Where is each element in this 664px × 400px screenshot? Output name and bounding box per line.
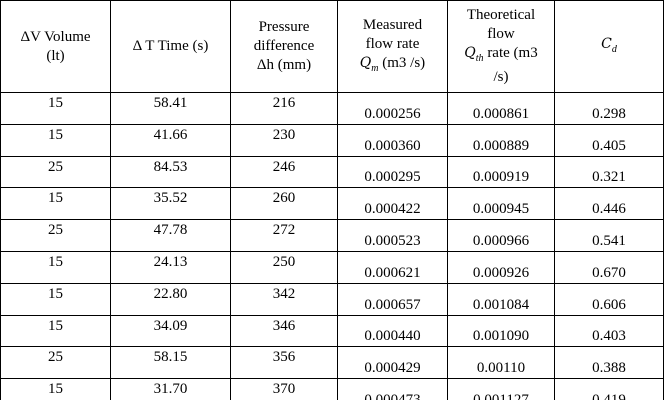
table-cell: 0.000523 (337, 219, 448, 252)
table-cell: 0.419 (554, 378, 664, 400)
table-row: 15 35.52 260 0.000422 0.000945 0.446 (0, 187, 664, 221)
table-cell: 0.606 (554, 282, 664, 316)
header-row: ΔV Volume (lt) Δ T Time (s) Pressure dif… (0, 0, 664, 93)
table-cell: 58.15 (110, 346, 231, 380)
table-cell: 34.09 (110, 314, 231, 348)
header-text: Δ T Time (s) (132, 38, 209, 54)
table-row: 15 41.66 230 0.000360 0.000889 0.405 (0, 123, 664, 157)
header-cell: ΔV Volume (lt) (0, 0, 111, 93)
table-cell: 0.446 (554, 187, 664, 221)
math-subscript: th (475, 53, 484, 64)
table-cell: 0.000919 (447, 155, 555, 189)
table-cell: 41.66 (110, 123, 231, 157)
table-row: 25 47.78 272 0.000523 0.000966 0.541 (0, 219, 664, 252)
table-cell: 0.298 (554, 92, 664, 125)
table-cell: 0.388 (554, 346, 664, 380)
table-row: 15 22.80 342 0.000657 0.001084 0.606 (0, 282, 664, 316)
header-text: flow rate (365, 35, 420, 52)
table-cell: 24.13 (110, 250, 231, 284)
table-cell: 260 (230, 187, 338, 221)
table-cell: 0.321 (554, 155, 664, 189)
header-text: /s) (493, 69, 509, 85)
header-cell: Δ T Time (s) (110, 0, 231, 93)
math-symbol: Q (359, 54, 372, 71)
header-cell: Cd (554, 0, 664, 93)
table-cell: 230 (230, 123, 338, 157)
table-cell: 0.001127 (447, 378, 555, 400)
table-row: 25 84.53 246 0.000295 0.000919 0.321 (0, 155, 664, 189)
table-body: 15 58.41 216 0.000256 0.000861 0.298 15 41.66 23… (0, 92, 664, 400)
table-cell: 22.80 (110, 282, 231, 316)
header-text: Pressure (258, 19, 310, 35)
table-cell: 47.78 (110, 219, 231, 252)
table-cell: 250 (230, 250, 338, 284)
math-subscript: d (611, 43, 617, 55)
header-text: Measured (362, 16, 423, 33)
math-subscript: m (371, 62, 379, 74)
table-cell: 0.000256 (337, 92, 448, 125)
table-cell: 58.41 (110, 92, 231, 125)
table-cell: 0.000422 (337, 187, 448, 221)
header-text: Theoretical (466, 7, 536, 23)
table-cell: 25 (0, 346, 111, 380)
math-symbol: C (601, 35, 612, 52)
table-cell: 272 (230, 219, 338, 252)
table-cell: 15 (0, 378, 111, 400)
table-cell: 0.000966 (447, 219, 555, 252)
table-cell: 25 (0, 219, 111, 252)
table-cell: 0.000429 (337, 346, 448, 380)
table-cell: 25 (0, 155, 111, 189)
table-cell: 0.00110 (447, 346, 555, 380)
table-cell: 0.000657 (337, 282, 448, 316)
table-cell: 0.000861 (447, 92, 555, 125)
table-row: 15 58.41 216 0.000256 0.000861 0.298 (0, 92, 664, 125)
table-cell: 216 (230, 92, 338, 125)
header-cell: Pressure difference Δh (mm) (230, 0, 338, 93)
header-text: rate (m3 (487, 45, 538, 61)
table-cell: 0.000360 (337, 123, 448, 157)
table-cell: 84.53 (110, 155, 231, 189)
header-text: Δh (mm) (256, 57, 312, 73)
table-cell: 15 (0, 250, 111, 284)
header-text: (lt) (46, 47, 65, 64)
table-row: 15 31.70 370 0.000473 0.001127 0.419 (0, 378, 664, 400)
table-row: 15 24.13 250 0.000621 0.000926 0.670 (0, 250, 664, 284)
header-text: flow (487, 26, 515, 42)
header-cell: Theoretical flow Qth rate (m3 /s) (447, 0, 555, 93)
table-cell: 0.000926 (447, 250, 555, 284)
table-cell: 246 (230, 155, 338, 189)
table-cell: 15 (0, 187, 111, 221)
table-cell: 0.001090 (447, 314, 555, 348)
table-row: 15 34.09 346 0.000440 0.001090 0.403 (0, 314, 664, 348)
table-cell: 15 (0, 314, 111, 348)
table-cell: 370 (230, 378, 338, 400)
table-cell: 15 (0, 123, 111, 157)
table-cell: 0.000621 (337, 250, 448, 284)
table-cell: 0.000889 (447, 123, 555, 157)
table-cell: 0.000473 (337, 378, 448, 400)
table-cell: 31.70 (110, 378, 231, 400)
table-cell: 356 (230, 346, 338, 380)
table-cell: 15 (0, 282, 111, 316)
table-cell: 0.670 (554, 250, 664, 284)
table-cell: 0.000295 (337, 155, 448, 189)
table-cell: 35.52 (110, 187, 231, 221)
header-text: (m3 /s) (382, 54, 426, 71)
header-text: ΔV Volume (20, 28, 91, 45)
header-cell: Measured flow rate Qm (m3 /s) (337, 0, 448, 93)
table-cell: 346 (230, 314, 338, 348)
header-text: difference (253, 38, 315, 54)
table-cell: 0.000945 (447, 187, 555, 221)
table-cell: 342 (230, 282, 338, 316)
table-cell: 0.541 (554, 219, 664, 252)
table-cell: 15 (0, 92, 111, 125)
table-cell: 0.403 (554, 314, 664, 348)
table-row: 25 58.15 356 0.000429 0.00110 0.388 (0, 346, 664, 380)
table-cell: 0.405 (554, 123, 664, 157)
math-symbol: Q (464, 45, 476, 61)
table-cell: 0.000440 (337, 314, 448, 348)
table-cell: 0.001084 (447, 282, 555, 316)
